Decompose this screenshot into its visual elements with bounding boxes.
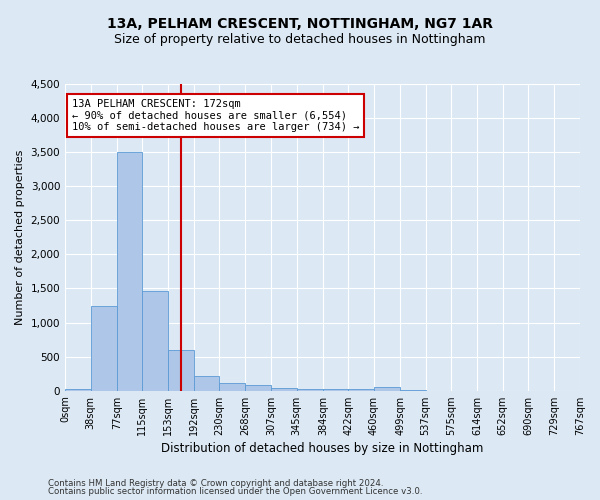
Bar xyxy=(374,386,400,390)
Bar xyxy=(296,388,323,390)
Text: Size of property relative to detached houses in Nottingham: Size of property relative to detached ho… xyxy=(114,32,486,46)
Bar xyxy=(245,385,271,390)
Bar xyxy=(117,152,142,390)
Bar xyxy=(194,376,220,390)
Bar xyxy=(323,389,349,390)
Text: Contains public sector information licensed under the Open Government Licence v3: Contains public sector information licen… xyxy=(48,487,422,496)
Bar xyxy=(142,290,168,390)
Bar xyxy=(168,350,194,391)
Text: Contains HM Land Registry data © Crown copyright and database right 2024.: Contains HM Land Registry data © Crown c… xyxy=(48,479,383,488)
Bar xyxy=(91,306,117,390)
Bar xyxy=(65,388,91,390)
Bar xyxy=(271,388,296,390)
Text: 13A, PELHAM CRESCENT, NOTTINGHAM, NG7 1AR: 13A, PELHAM CRESCENT, NOTTINGHAM, NG7 1A… xyxy=(107,18,493,32)
Bar xyxy=(220,383,245,390)
X-axis label: Distribution of detached houses by size in Nottingham: Distribution of detached houses by size … xyxy=(161,442,484,455)
Y-axis label: Number of detached properties: Number of detached properties xyxy=(15,150,25,325)
Text: 13A PELHAM CRESCENT: 172sqm
← 90% of detached houses are smaller (6,554)
10% of : 13A PELHAM CRESCENT: 172sqm ← 90% of det… xyxy=(72,99,359,132)
